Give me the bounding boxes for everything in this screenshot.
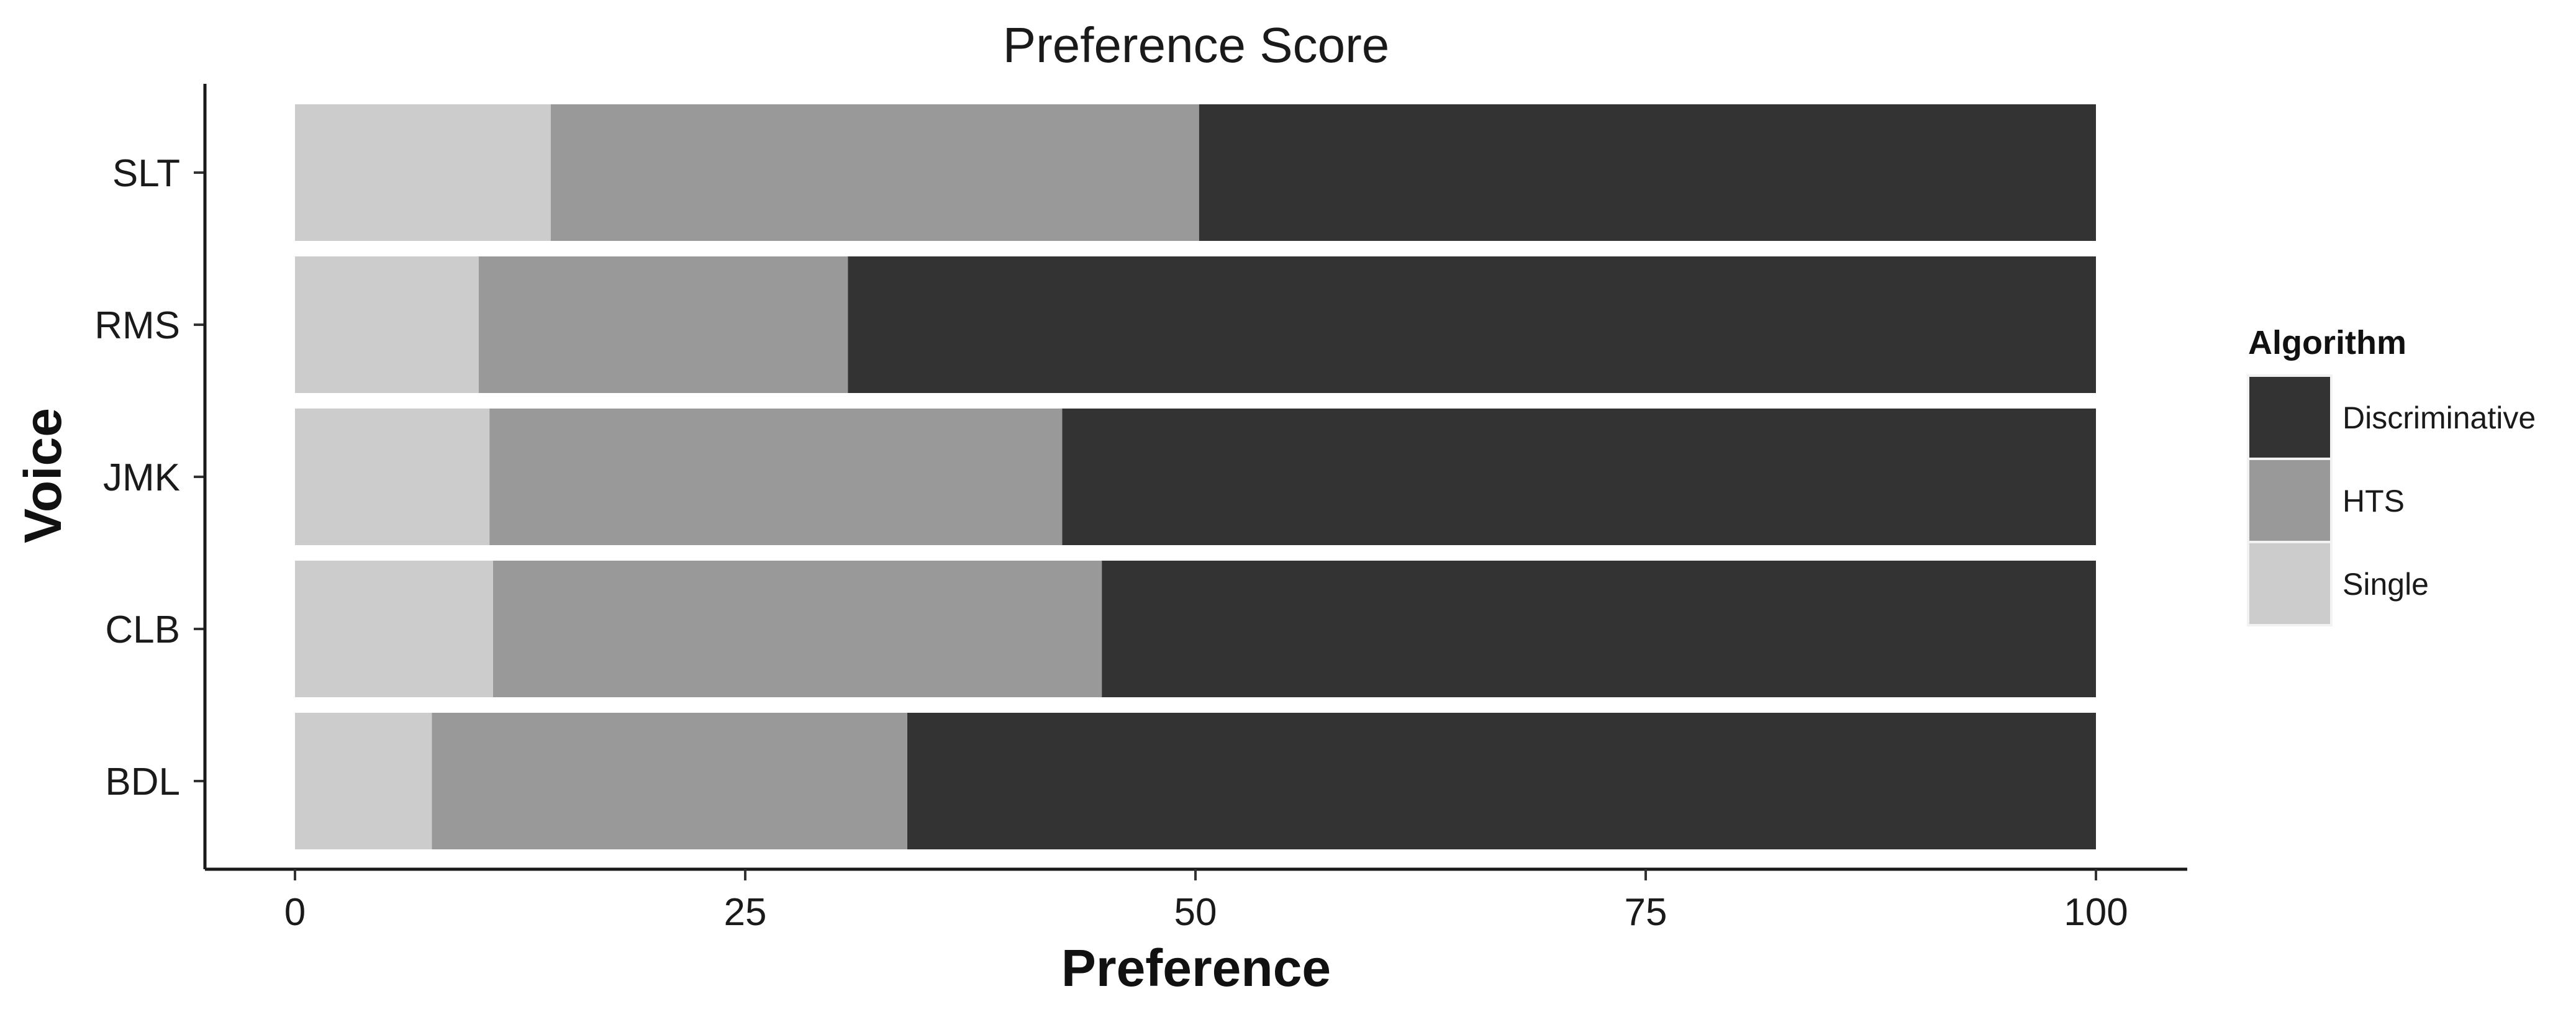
legend-key-hts xyxy=(2247,458,2333,543)
legend-label-discriminative: Discriminative xyxy=(2342,400,2536,435)
bar-slt-hts xyxy=(550,104,1199,241)
legend-label-hts: HTS xyxy=(2342,484,2405,518)
bar-slt-single xyxy=(295,104,551,241)
y-tick-label: BDL xyxy=(105,761,180,803)
bar-bdl-single xyxy=(295,713,432,849)
bar-clb-discriminative xyxy=(1102,561,2096,697)
y-tick-label: CLB xyxy=(105,608,180,651)
bar-rms-single xyxy=(295,256,479,393)
legend-title: Algorithm xyxy=(2248,324,2406,361)
y-tick-label: JMK xyxy=(103,456,180,499)
y-tick-label: RMS xyxy=(94,304,180,347)
bar-rms-discriminative xyxy=(848,256,2096,393)
bar-jmk-single xyxy=(295,409,490,545)
bar-jmk-hts xyxy=(489,409,1063,545)
bar-clb-hts xyxy=(493,561,1102,697)
bar-rms-hts xyxy=(478,256,848,393)
legend-label-single: Single xyxy=(2342,567,2429,602)
axes-group: SLT RMS JMK CLB BDL 0 25 50 75 100 xyxy=(94,84,2187,934)
legend-key-discriminative xyxy=(2247,374,2333,460)
bar-clb-single xyxy=(295,561,493,697)
bar-bdl-hts xyxy=(432,713,907,849)
x-axis-title: Preference xyxy=(1061,939,1331,997)
x-tick-label: 75 xyxy=(1625,891,1667,934)
x-tick-label: 25 xyxy=(724,891,767,934)
bar-jmk-discriminative xyxy=(1062,409,2096,545)
legend: Algorithm Discriminative HTS Single xyxy=(2247,324,2536,626)
legend-key-single xyxy=(2247,541,2333,626)
y-axis-title: Voice xyxy=(14,408,72,543)
y-tick-label: SLT xyxy=(112,152,180,195)
bar-bdl-discriminative xyxy=(907,713,2096,849)
bar-slt-discriminative xyxy=(1199,104,2096,241)
chart-title: Preference Score xyxy=(1003,17,1390,73)
x-tick-label: 50 xyxy=(1174,891,1217,934)
x-tick-label: 100 xyxy=(2064,891,2128,934)
x-tick-label: 0 xyxy=(284,891,306,934)
bars-group xyxy=(295,104,2096,849)
